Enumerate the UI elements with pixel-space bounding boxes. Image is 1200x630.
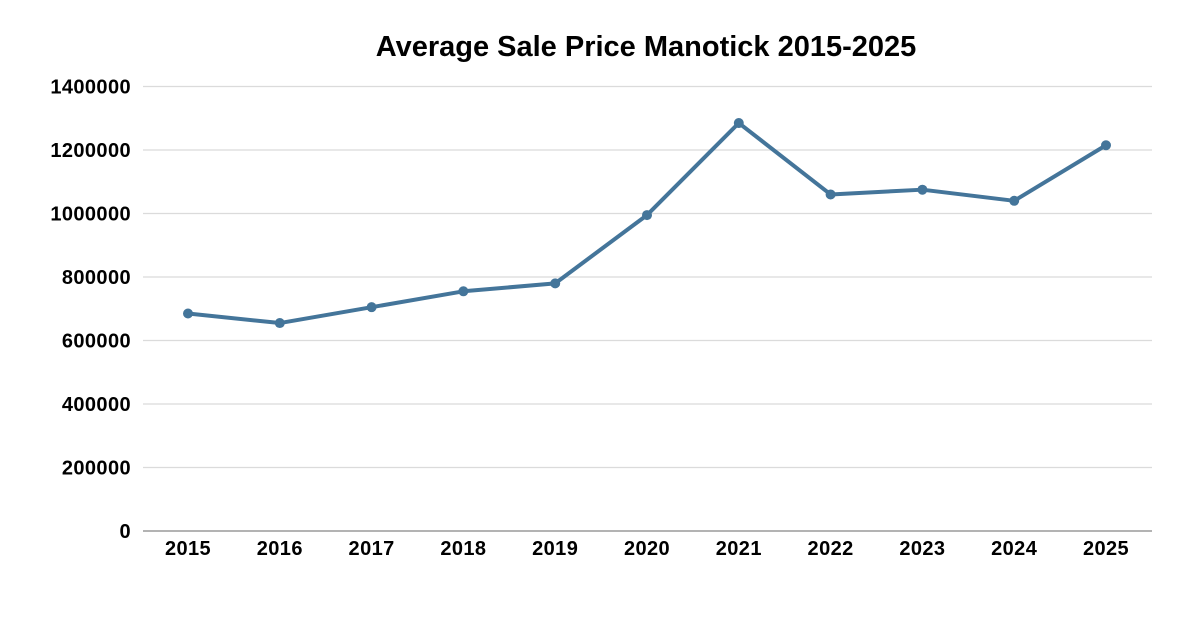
y-axis-labels: 0 200000 400000 600000 800000 1000000 1200000 1… [50,77,131,544]
data-point [366,302,377,313]
y-tick-label: 600000 [62,331,131,353]
y-tick-label: 1000000 [50,204,131,226]
series-line [186,121,1108,326]
y-tick-label: 1200000 [50,140,131,162]
x-tick-label: 2017 [349,538,395,560]
chart-title: Average Sale Price Manotick 2015-2025 [376,31,917,63]
data-series [183,118,1111,329]
y-tick-label: 400000 [62,394,131,416]
y-tick-label: 200000 [62,458,131,480]
data-point [642,210,652,221]
data-point [274,318,285,329]
data-point [550,278,561,289]
x-tick-label: 2015 [165,538,211,560]
x-tick-label: 2024 [991,538,1038,560]
x-axis-labels: 2015 2016 2017 2018 2019 2020 2021 2022 2023 2024… [165,538,1129,560]
gridlines-group [143,85,1152,532]
x-tick-label: 2021 [716,538,762,560]
y-tick-label: 0 [119,521,131,543]
x-tick-label: 2019 [532,538,578,560]
data-point [825,189,836,200]
data-point [1101,140,1111,151]
x-tick-label: 2023 [899,538,945,560]
x-tick-label: 2025 [1083,538,1129,560]
x-tick-label: 2022 [808,538,854,560]
x-tick-label: 2016 [257,538,303,560]
data-point [183,308,193,319]
y-tick-label: 800000 [62,267,131,289]
data-point [1009,195,1020,206]
y-tick-label: 1400000 [50,77,131,99]
data-point [458,286,469,297]
data-point [917,184,928,195]
data-point [733,118,744,129]
x-tick-label: 2018 [440,538,486,560]
x-tick-label: 2020 [624,538,670,560]
